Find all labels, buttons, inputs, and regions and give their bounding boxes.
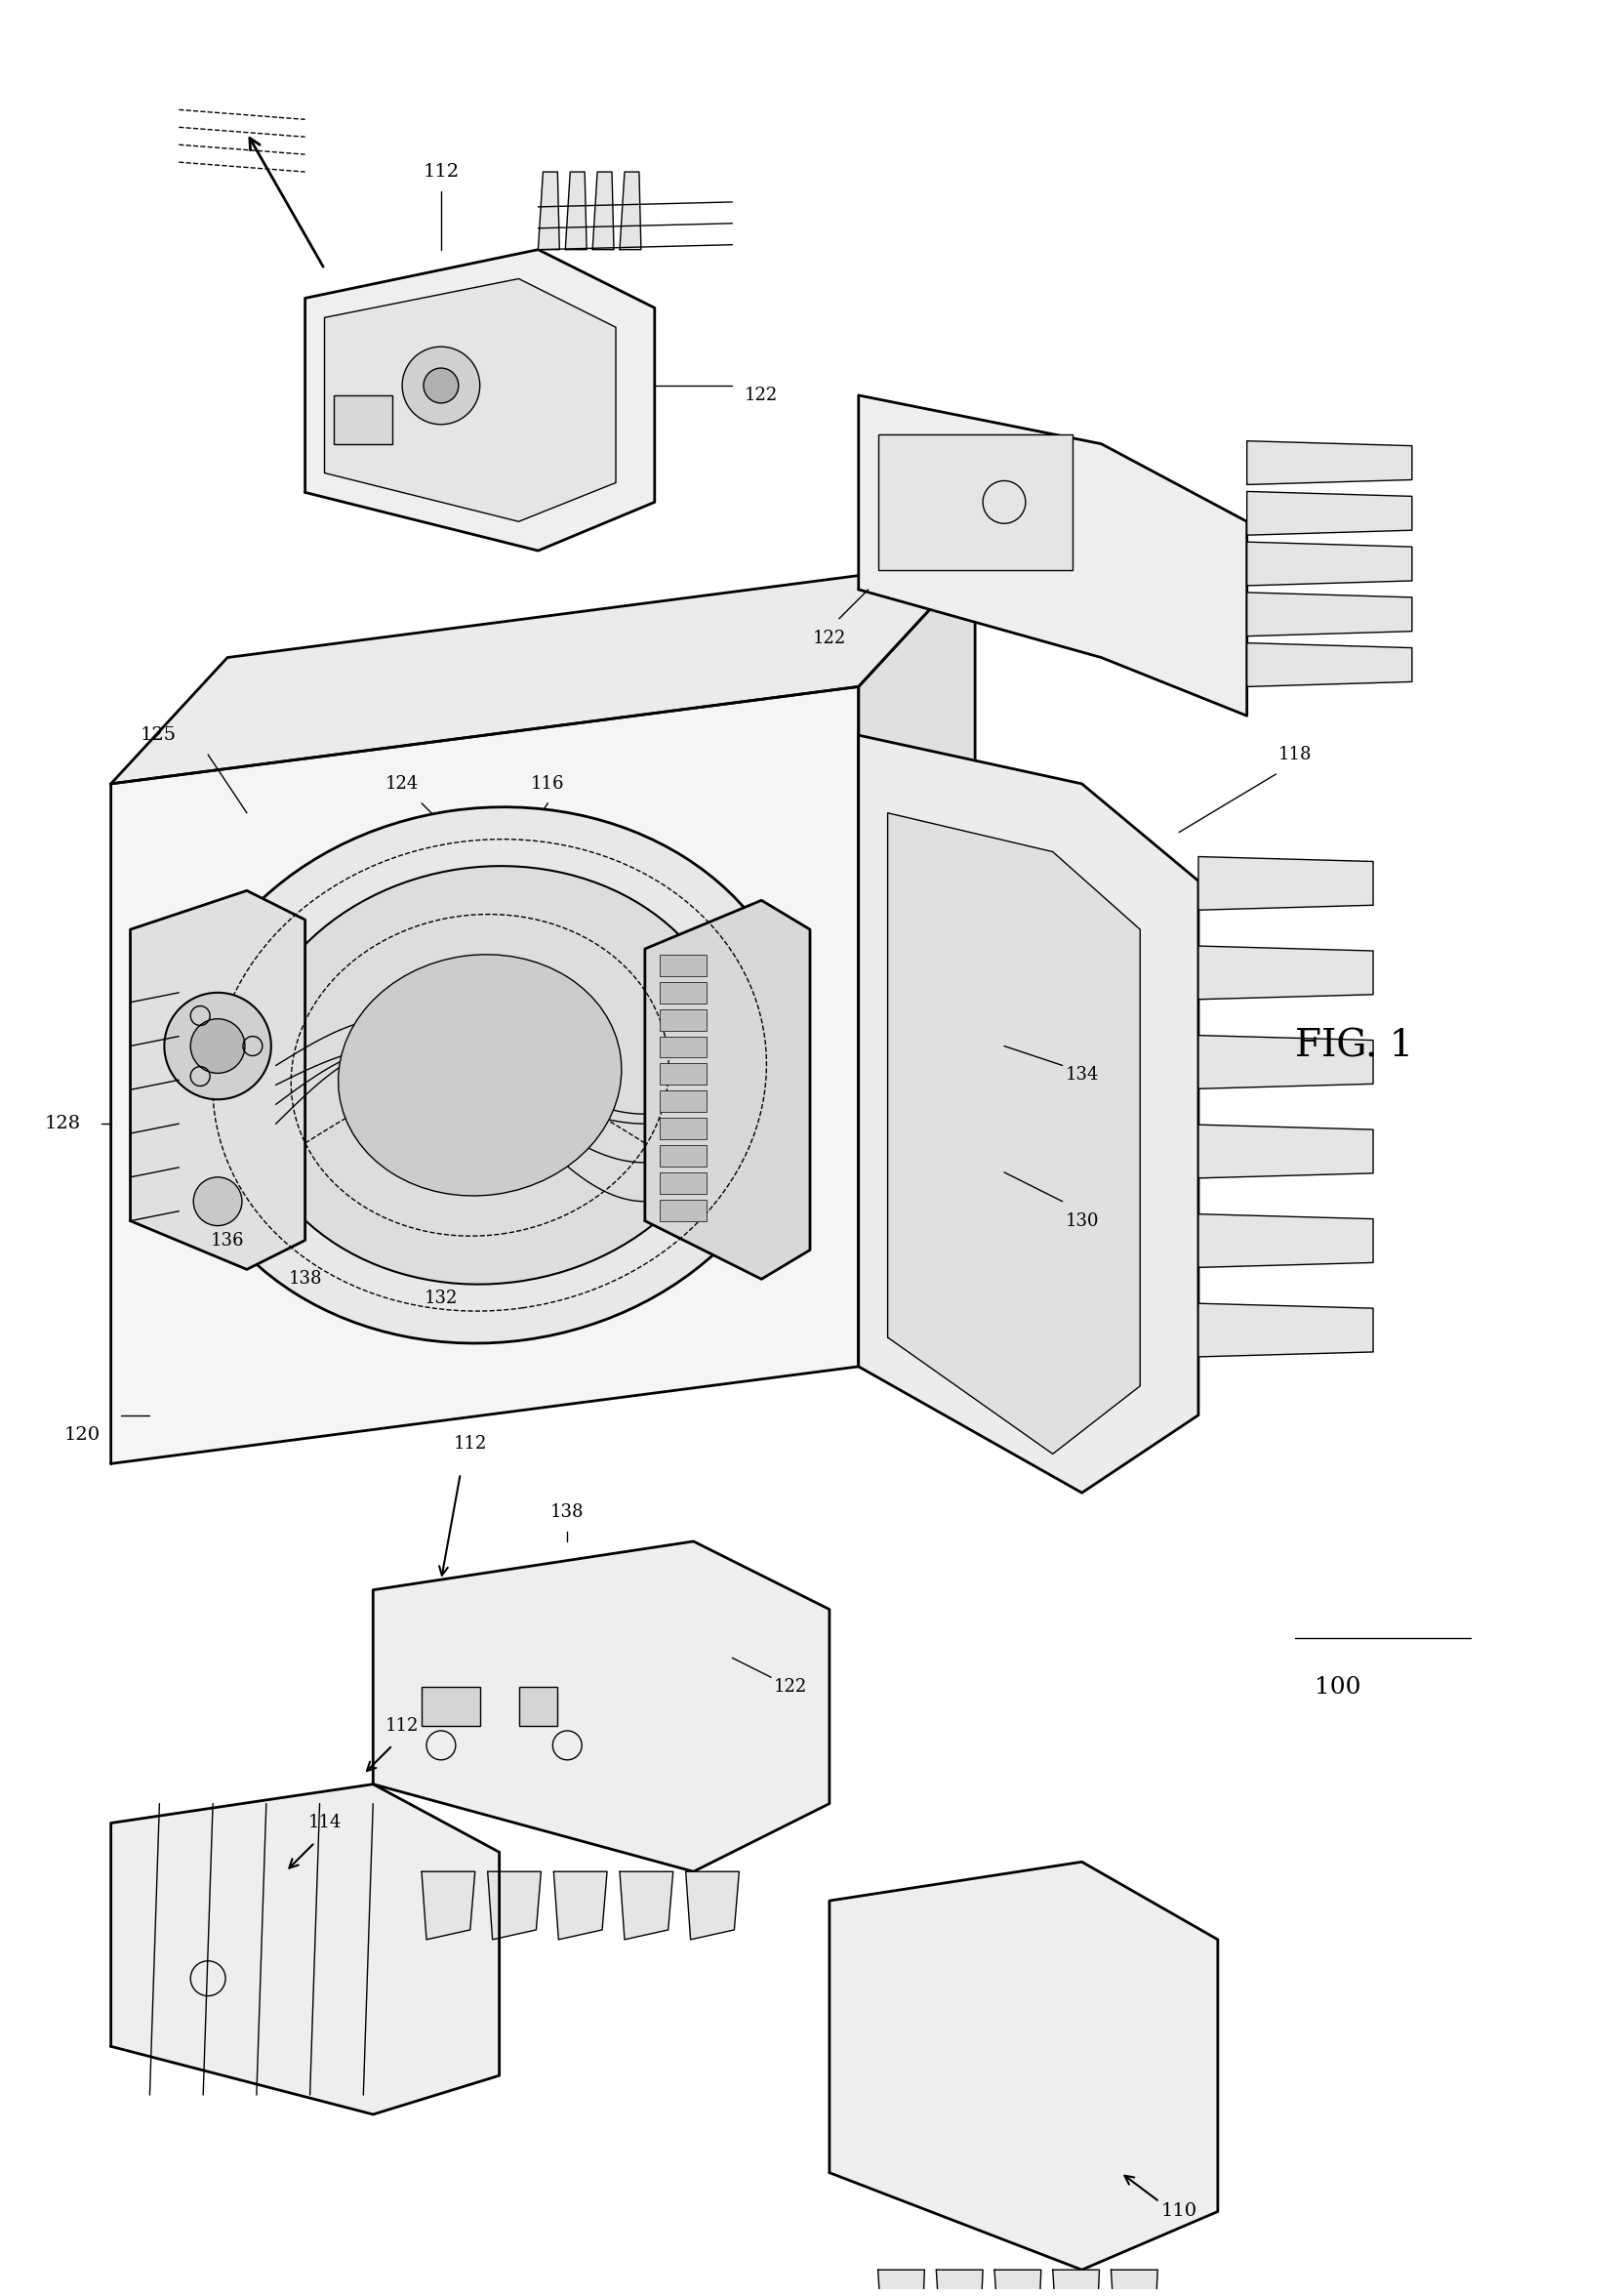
Text: 130: 130 xyxy=(1064,1212,1098,1231)
Polygon shape xyxy=(373,1541,829,1871)
Polygon shape xyxy=(1053,2271,1100,2296)
Text: 138: 138 xyxy=(288,1270,322,1288)
Bar xyxy=(659,955,706,976)
Bar xyxy=(659,1118,706,1139)
Text: 124: 124 xyxy=(386,776,420,792)
Polygon shape xyxy=(1247,491,1413,535)
Circle shape xyxy=(423,367,458,404)
Bar xyxy=(518,1688,557,1727)
Polygon shape xyxy=(1247,592,1413,636)
Text: 112: 112 xyxy=(386,1717,420,1736)
Text: 112: 112 xyxy=(454,1435,488,1453)
Polygon shape xyxy=(1199,946,1374,999)
Bar xyxy=(659,1173,706,1194)
Polygon shape xyxy=(1111,2271,1158,2296)
Text: 134: 134 xyxy=(1064,1065,1098,1084)
Polygon shape xyxy=(110,687,859,1463)
Polygon shape xyxy=(1247,643,1413,687)
Polygon shape xyxy=(645,900,810,1279)
Polygon shape xyxy=(1247,441,1413,484)
Bar xyxy=(659,1091,706,1111)
Polygon shape xyxy=(685,1871,739,1940)
Bar xyxy=(659,983,706,1003)
Bar xyxy=(659,1063,706,1086)
Circle shape xyxy=(402,347,480,425)
Text: 136: 136 xyxy=(211,1231,245,1249)
Polygon shape xyxy=(421,1871,475,1940)
Polygon shape xyxy=(936,2271,983,2296)
Polygon shape xyxy=(1247,542,1413,585)
Polygon shape xyxy=(110,560,975,783)
Bar xyxy=(878,434,1072,569)
Polygon shape xyxy=(488,1871,541,1940)
Text: 122: 122 xyxy=(774,1678,807,1697)
Ellipse shape xyxy=(339,955,622,1196)
Text: 118: 118 xyxy=(1278,746,1312,765)
Text: 138: 138 xyxy=(551,1504,585,1520)
Polygon shape xyxy=(538,172,559,250)
Ellipse shape xyxy=(175,806,804,1343)
Text: 122: 122 xyxy=(813,629,846,647)
Text: 100: 100 xyxy=(1315,1676,1361,1699)
Polygon shape xyxy=(888,813,1140,1453)
Text: 114: 114 xyxy=(308,1814,342,1832)
Polygon shape xyxy=(130,891,305,1270)
Text: 112: 112 xyxy=(423,163,458,181)
Bar xyxy=(334,395,392,443)
Polygon shape xyxy=(859,395,1247,716)
Text: 116: 116 xyxy=(531,776,565,792)
Polygon shape xyxy=(1199,1215,1374,1267)
Polygon shape xyxy=(1199,856,1374,909)
Ellipse shape xyxy=(245,866,735,1283)
Bar xyxy=(659,1035,706,1058)
Text: 128: 128 xyxy=(44,1116,81,1132)
Text: 122: 122 xyxy=(745,386,778,404)
Polygon shape xyxy=(593,172,614,250)
Polygon shape xyxy=(565,172,586,250)
Polygon shape xyxy=(859,560,975,1366)
Text: 132: 132 xyxy=(424,1290,458,1306)
Bar xyxy=(421,1688,480,1727)
Polygon shape xyxy=(829,1862,1218,2271)
Polygon shape xyxy=(324,278,616,521)
Polygon shape xyxy=(620,1871,672,1940)
Polygon shape xyxy=(620,172,642,250)
Polygon shape xyxy=(1199,1035,1374,1088)
Bar xyxy=(659,1146,706,1166)
Circle shape xyxy=(193,1178,241,1226)
Polygon shape xyxy=(110,1784,499,2115)
Polygon shape xyxy=(1199,1304,1374,1357)
Text: 125: 125 xyxy=(139,726,177,744)
Polygon shape xyxy=(859,735,1199,1492)
Polygon shape xyxy=(995,2271,1042,2296)
Bar xyxy=(659,1010,706,1031)
Circle shape xyxy=(191,1019,245,1072)
Polygon shape xyxy=(878,2271,925,2296)
Bar xyxy=(659,1199,706,1221)
Text: 120: 120 xyxy=(63,1426,100,1444)
Circle shape xyxy=(164,992,271,1100)
Text: 110: 110 xyxy=(1162,2202,1197,2220)
Polygon shape xyxy=(554,1871,608,1940)
Polygon shape xyxy=(1199,1125,1374,1178)
Polygon shape xyxy=(305,250,654,551)
Text: FIG. 1: FIG. 1 xyxy=(1296,1029,1414,1063)
